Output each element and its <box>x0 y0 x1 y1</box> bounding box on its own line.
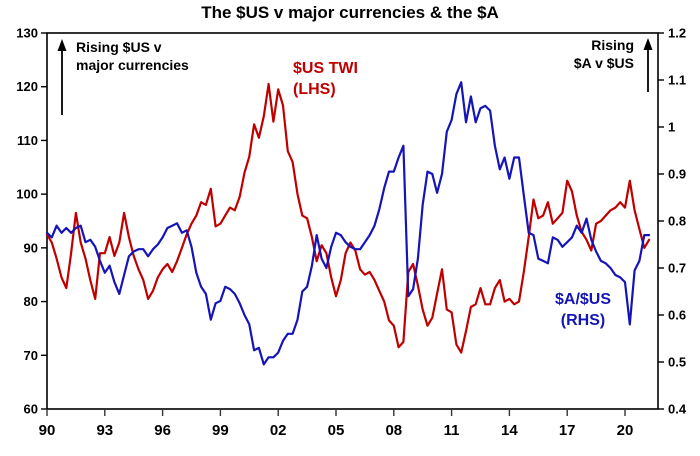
right-axis-tick-label: 1.2 <box>668 26 686 41</box>
aud-usd-label-axis: (RHS) <box>560 312 606 329</box>
x-axis-tick-label: 99 <box>212 422 229 439</box>
x-axis-tick-label: 05 <box>328 422 345 439</box>
annotation-rising-aud-line2: $A v $US <box>573 55 634 71</box>
chart-title: The $US v major currencies & the $A <box>201 3 499 22</box>
us-twi-label-axis: (LHS) <box>293 81 336 98</box>
x-axis-tick-label: 20 <box>617 422 634 439</box>
right-axis-tick-label: 1 <box>668 120 675 135</box>
x-axis-tick-label: 08 <box>385 422 402 439</box>
rising-us-up-arrow-icon <box>57 39 67 115</box>
right-axis-tick-label: 1.1 <box>668 73 686 88</box>
left-axis-tick-label: 80 <box>24 294 38 309</box>
annotation-rising-usd-line2: major currencies <box>76 57 189 73</box>
left-axis-tick-label: 70 <box>24 348 38 363</box>
left-axis-tick-label: 90 <box>24 240 38 255</box>
right-axis-tick-label: 0.7 <box>668 261 686 276</box>
x-axis-tick-label: 11 <box>444 422 460 439</box>
rising-aud-up-arrow-icon <box>643 38 653 92</box>
right-axis-tick-label: 0.9 <box>668 167 686 182</box>
us-twi-label-name: $US TWI <box>293 60 358 77</box>
left-axis-tick-label: 100 <box>16 187 38 202</box>
aud-usd-line <box>45 81 651 366</box>
left-axis-tick-label: 60 <box>24 402 38 417</box>
left-axis-tick-label: 130 <box>16 26 38 41</box>
annotation-rising-usd: Rising $US v major currencies <box>76 38 189 74</box>
left-axis-tick-label: 120 <box>16 79 38 94</box>
annotation-rising-usd-line1: Rising $US v <box>76 39 162 55</box>
x-axis-tick-label: 96 <box>154 422 171 439</box>
aud-usd-series-label: $A/$US (RHS) <box>540 289 626 331</box>
us-twi-line <box>45 82 651 354</box>
annotation-rising-aud-line1: Rising <box>591 37 634 53</box>
right-axis-tick-label: 0.8 <box>668 214 686 229</box>
x-axis-tick-label: 02 <box>270 422 287 439</box>
x-axis-tick-label: 14 <box>501 422 518 439</box>
left-axis-tick-label: 110 <box>17 133 38 148</box>
right-axis-tick-label: 0.4 <box>668 402 687 417</box>
annotation-rising-aud: Rising $A v $US <box>574 36 634 72</box>
x-axis-tick-label: 17 <box>559 422 576 439</box>
data-lines <box>45 81 651 366</box>
us-twi-series-label: $US TWI (LHS) <box>293 58 358 100</box>
aud-usd-label-name: $A/$US <box>554 291 612 308</box>
x-axis-tick-label: 93 <box>96 422 113 439</box>
x-axis-tick-label: 90 <box>39 422 56 439</box>
right-axis-tick-label: 0.5 <box>668 355 686 370</box>
right-axis-tick-label: 0.6 <box>668 308 686 323</box>
axes-ticks: 130 120 110 100 90 80 70 60 1.2 1.1 1 0.9 0.8 0.7 0.6 0… <box>16 26 687 440</box>
